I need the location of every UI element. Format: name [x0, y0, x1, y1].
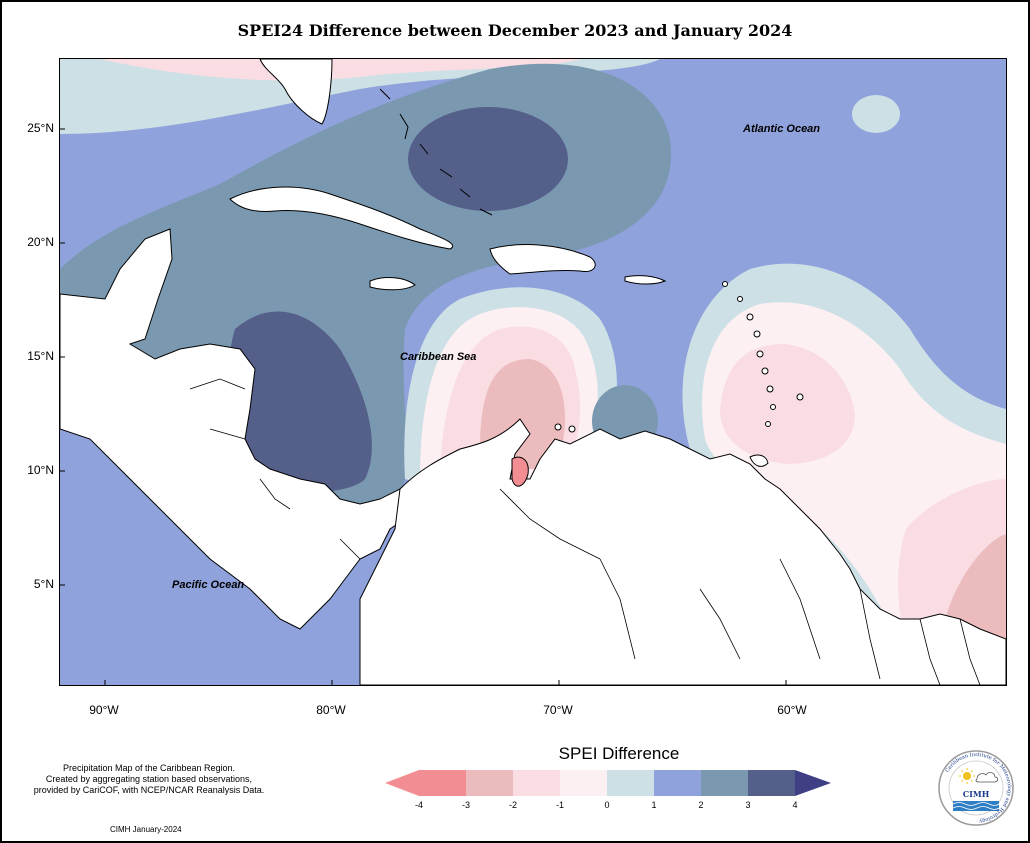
cimh-logo: CIMH Caribbean Institute for Meteorology…	[938, 750, 1014, 826]
map-ticks	[60, 128, 787, 685]
legend-tick: -4	[414, 800, 423, 810]
lat-tick-15n: 15°N	[27, 349, 54, 363]
field-neg-2-east	[720, 344, 855, 464]
note-line-2: Created by aggregating station based obs…	[45, 774, 253, 784]
legend-tick: -2	[508, 800, 517, 810]
land-bahamas	[379, 88, 493, 216]
label-caribbean-sea: Caribbean Sea	[400, 351, 477, 363]
lat-tick-25n: 25°N	[27, 121, 54, 135]
legend-tick: 4	[792, 800, 798, 810]
field-3-to-4-west	[228, 311, 372, 493]
map-description: Precipitation Map of the Caribbean Regio…	[8, 763, 290, 796]
lat-tick-10n: 10°N	[27, 463, 54, 477]
legend-bin-0-1	[607, 770, 654, 796]
waves-icon	[953, 801, 999, 811]
note-line-3: provided by CariCOF, with NCEP/NCAR Rean…	[33, 785, 265, 795]
map-panel: Atlantic Ocean Caribbean Sea Pacific Oce…	[59, 58, 1007, 686]
legend-tick: 0	[604, 800, 610, 810]
legend-tick: 1	[651, 800, 657, 810]
legend-arrow-high	[795, 770, 831, 796]
legend-tick: -1	[555, 800, 564, 810]
field-3-to-4-north	[408, 107, 568, 211]
field-0-to-1-north	[60, 59, 660, 134]
legend-title: SPEI Difference	[558, 744, 680, 763]
land-florida	[259, 59, 333, 125]
land-trinidad	[749, 454, 769, 467]
legend-tick: 3	[745, 800, 751, 810]
logo-text: CIMH	[963, 789, 990, 799]
land-jamaica	[369, 277, 416, 291]
map-title: SPEI24 Difference between December 2023 …	[237, 21, 793, 40]
lat-tick-5n: 5°N	[33, 577, 54, 591]
lon-tick-80w: 80°W	[316, 703, 346, 717]
land-lesser-antilles	[722, 281, 804, 427]
lat-tick-20n: 20°N	[27, 235, 54, 249]
land-hispaniola	[489, 244, 596, 275]
legend-tick: 2	[698, 800, 704, 810]
land-cuba	[229, 186, 453, 250]
field-0-to-1-blob	[852, 95, 900, 133]
note-line-1: Precipitation Map of the Caribbean Regio…	[62, 763, 236, 773]
cloud-icon	[975, 772, 999, 783]
legend-bin-2-3	[701, 770, 748, 796]
legend-bin-neg4-neg3	[419, 770, 466, 796]
legend-tick: -3	[461, 800, 470, 810]
legend-bin-3-4	[748, 770, 795, 796]
label-atlantic-ocean: Atlantic Ocean	[743, 123, 821, 135]
country-borders	[189, 378, 981, 685]
legend-bin-neg2-neg1	[513, 770, 560, 796]
lon-tick-60w: 60°W	[777, 703, 807, 717]
lon-tick-70w: 70°W	[543, 703, 573, 717]
land-central-america	[60, 228, 406, 630]
lake-maracaibo	[511, 456, 529, 487]
map-svg	[60, 59, 1006, 685]
legend-arrow-low	[385, 770, 419, 796]
land-abc-islands	[554, 423, 576, 433]
legend-colorbar	[385, 770, 831, 796]
legend-bin-neg3-neg2	[466, 770, 513, 796]
land-puerto-rico	[624, 275, 667, 285]
sun-icon	[959, 768, 975, 784]
map-credit: CIMH January-2024	[110, 825, 182, 834]
legend-bin-1-2	[654, 770, 701, 796]
label-pacific-ocean: Pacific Ocean	[172, 579, 245, 591]
legend-bin-neg1-0	[560, 770, 607, 796]
lon-tick-90w: 90°W	[89, 703, 119, 717]
field-neg-north	[100, 59, 580, 81]
